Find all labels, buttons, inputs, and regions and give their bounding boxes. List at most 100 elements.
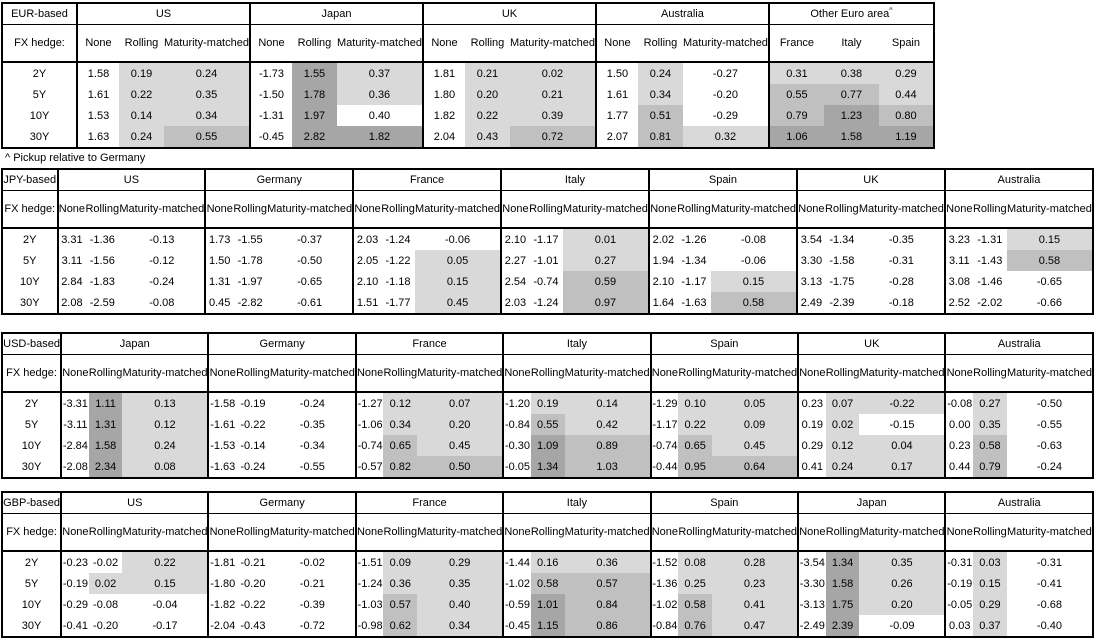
tenor-label: 2Y — [2, 228, 59, 250]
value-cell: 0.19 — [797, 414, 826, 435]
value-cell: -1.36 — [649, 573, 679, 594]
hedge-type-header: None — [354, 354, 384, 393]
value-cell: 3.30 — [795, 250, 825, 271]
country-header: Australia — [944, 492, 1093, 514]
value-cell: -0.31 — [1036, 556, 1062, 569]
value-cell: -1.63 — [681, 296, 707, 309]
value-cell: 1.82 — [336, 126, 423, 148]
value-cell: 0.27 — [973, 392, 1007, 414]
value-cell: 0.23 — [712, 573, 799, 594]
value-cell: 2.82 — [291, 126, 337, 148]
hedge-type-header: Rolling — [824, 190, 859, 229]
value-cell: 0.26 — [859, 573, 946, 594]
value-cell: 0.24 — [119, 126, 164, 148]
value-cell: -0.84 — [502, 414, 531, 435]
value-cell: -0.41 — [1036, 577, 1062, 590]
value-cell: 0.23 — [944, 435, 974, 456]
value-cell: 1.34 — [825, 551, 860, 573]
hedge-type-header: Maturity-matched — [122, 354, 209, 393]
value-cell: 1.50 — [204, 250, 234, 271]
country-header: Italy — [502, 492, 651, 514]
country-header: Other Euro area^ — [767, 3, 934, 25]
value-cell: -1.06 — [354, 414, 384, 435]
value-cell: 0.05 — [415, 250, 502, 271]
value-cell: 0.15 — [1006, 228, 1093, 250]
value-cell: -0.19 — [240, 397, 266, 410]
hedge-type-header: None — [647, 190, 677, 229]
table-base-label: EUR-based — [2, 3, 78, 25]
table-base-label: JPY-based — [2, 169, 59, 191]
tenor-label: 30Y — [2, 292, 59, 314]
spacer — [1, 479, 1094, 491]
value-cell: -0.44 — [649, 456, 679, 478]
value-cell: 0.22 — [119, 84, 164, 105]
hedge-type-header: None — [944, 354, 974, 393]
hedge-type-header: Rolling — [676, 190, 711, 229]
value-cell: 0.34 — [164, 105, 250, 126]
hedge-type-header: None — [797, 354, 826, 393]
value-cell: 0.86 — [564, 615, 651, 637]
value-cell: 3.31 — [56, 228, 86, 250]
value-cell: 0.58 — [678, 594, 713, 615]
value-cell: -0.35 — [299, 418, 325, 431]
value-cell: -1.53 — [207, 435, 237, 456]
value-cell: 0.20 — [464, 84, 510, 105]
value-cell: -1.81 — [207, 551, 237, 573]
country-header: Japan — [797, 492, 946, 514]
country-header: France — [354, 492, 504, 514]
value-cell: 0.17 — [859, 456, 946, 478]
hedge-type-header: None — [354, 513, 384, 552]
tenor-label: 30Y — [2, 456, 63, 478]
value-cell: 1.82 — [421, 105, 465, 126]
value-cell: -1.63 — [207, 456, 237, 478]
hedge-type-header: Maturity-matched — [564, 513, 651, 552]
value-cell: 2.03 — [352, 228, 381, 250]
value-cell: 3.11 — [943, 250, 973, 271]
value-cell: 1.31 — [204, 271, 234, 292]
country-header: US — [60, 492, 209, 514]
value-cell: 0.39 — [509, 105, 596, 126]
hedge-type-header: Rolling — [530, 354, 565, 393]
value-cell: 0.45 — [204, 292, 234, 314]
hedge-type-header: Maturity-matched — [710, 190, 797, 229]
value-cell: -1.36 — [89, 233, 115, 246]
value-cell: 0.77 — [823, 84, 879, 105]
value-cell: 1.75 — [825, 594, 860, 615]
hedge-type-header: Rolling — [236, 354, 270, 393]
value-cell: 0.44 — [944, 456, 974, 478]
country-header: Australia — [944, 333, 1093, 355]
tenor-label: 10Y — [2, 435, 63, 456]
value-cell: 3.54 — [795, 228, 825, 250]
hedge-type-header: Rolling — [972, 190, 1007, 229]
value-cell: -0.17 — [152, 619, 178, 632]
value-cell: 0.65 — [678, 435, 713, 456]
value-cell: 0.15 — [710, 271, 797, 292]
hedge-type-header: France — [767, 24, 824, 63]
value-cell: -0.12 — [149, 254, 175, 267]
value-cell: -3.54 — [797, 551, 826, 573]
value-cell: -1.17 — [681, 275, 707, 288]
hedge-type-header: None — [943, 190, 973, 229]
hedge-type-header: None — [352, 190, 381, 229]
value-cell: 0.35 — [973, 414, 1007, 435]
value-cell: 0.05 — [712, 392, 799, 414]
value-cell: -0.19 — [60, 573, 89, 594]
value-cell: -0.08 — [149, 296, 175, 309]
value-cell: 1.64 — [647, 292, 677, 314]
value-cell: -0.08 — [93, 598, 119, 611]
value-cell: 0.57 — [383, 594, 418, 615]
country-header: Italy — [502, 333, 651, 355]
footnote-mark: ^ — [889, 7, 893, 15]
value-cell: 1.63 — [76, 126, 119, 148]
value-cell: -0.28 — [888, 275, 914, 288]
value-cell: 0.22 — [122, 551, 209, 573]
value-cell: -0.29 — [712, 109, 738, 122]
value-cell: 0.29 — [878, 62, 934, 84]
value-cell: -1.29 — [649, 392, 679, 414]
value-cell: -1.22 — [385, 254, 411, 267]
value-cell: -0.72 — [299, 619, 325, 632]
value-cell: 0.24 — [122, 435, 209, 456]
value-cell: -1.02 — [502, 573, 531, 594]
value-cell: -1.52 — [649, 551, 679, 573]
value-cell: -0.40 — [1036, 619, 1062, 632]
